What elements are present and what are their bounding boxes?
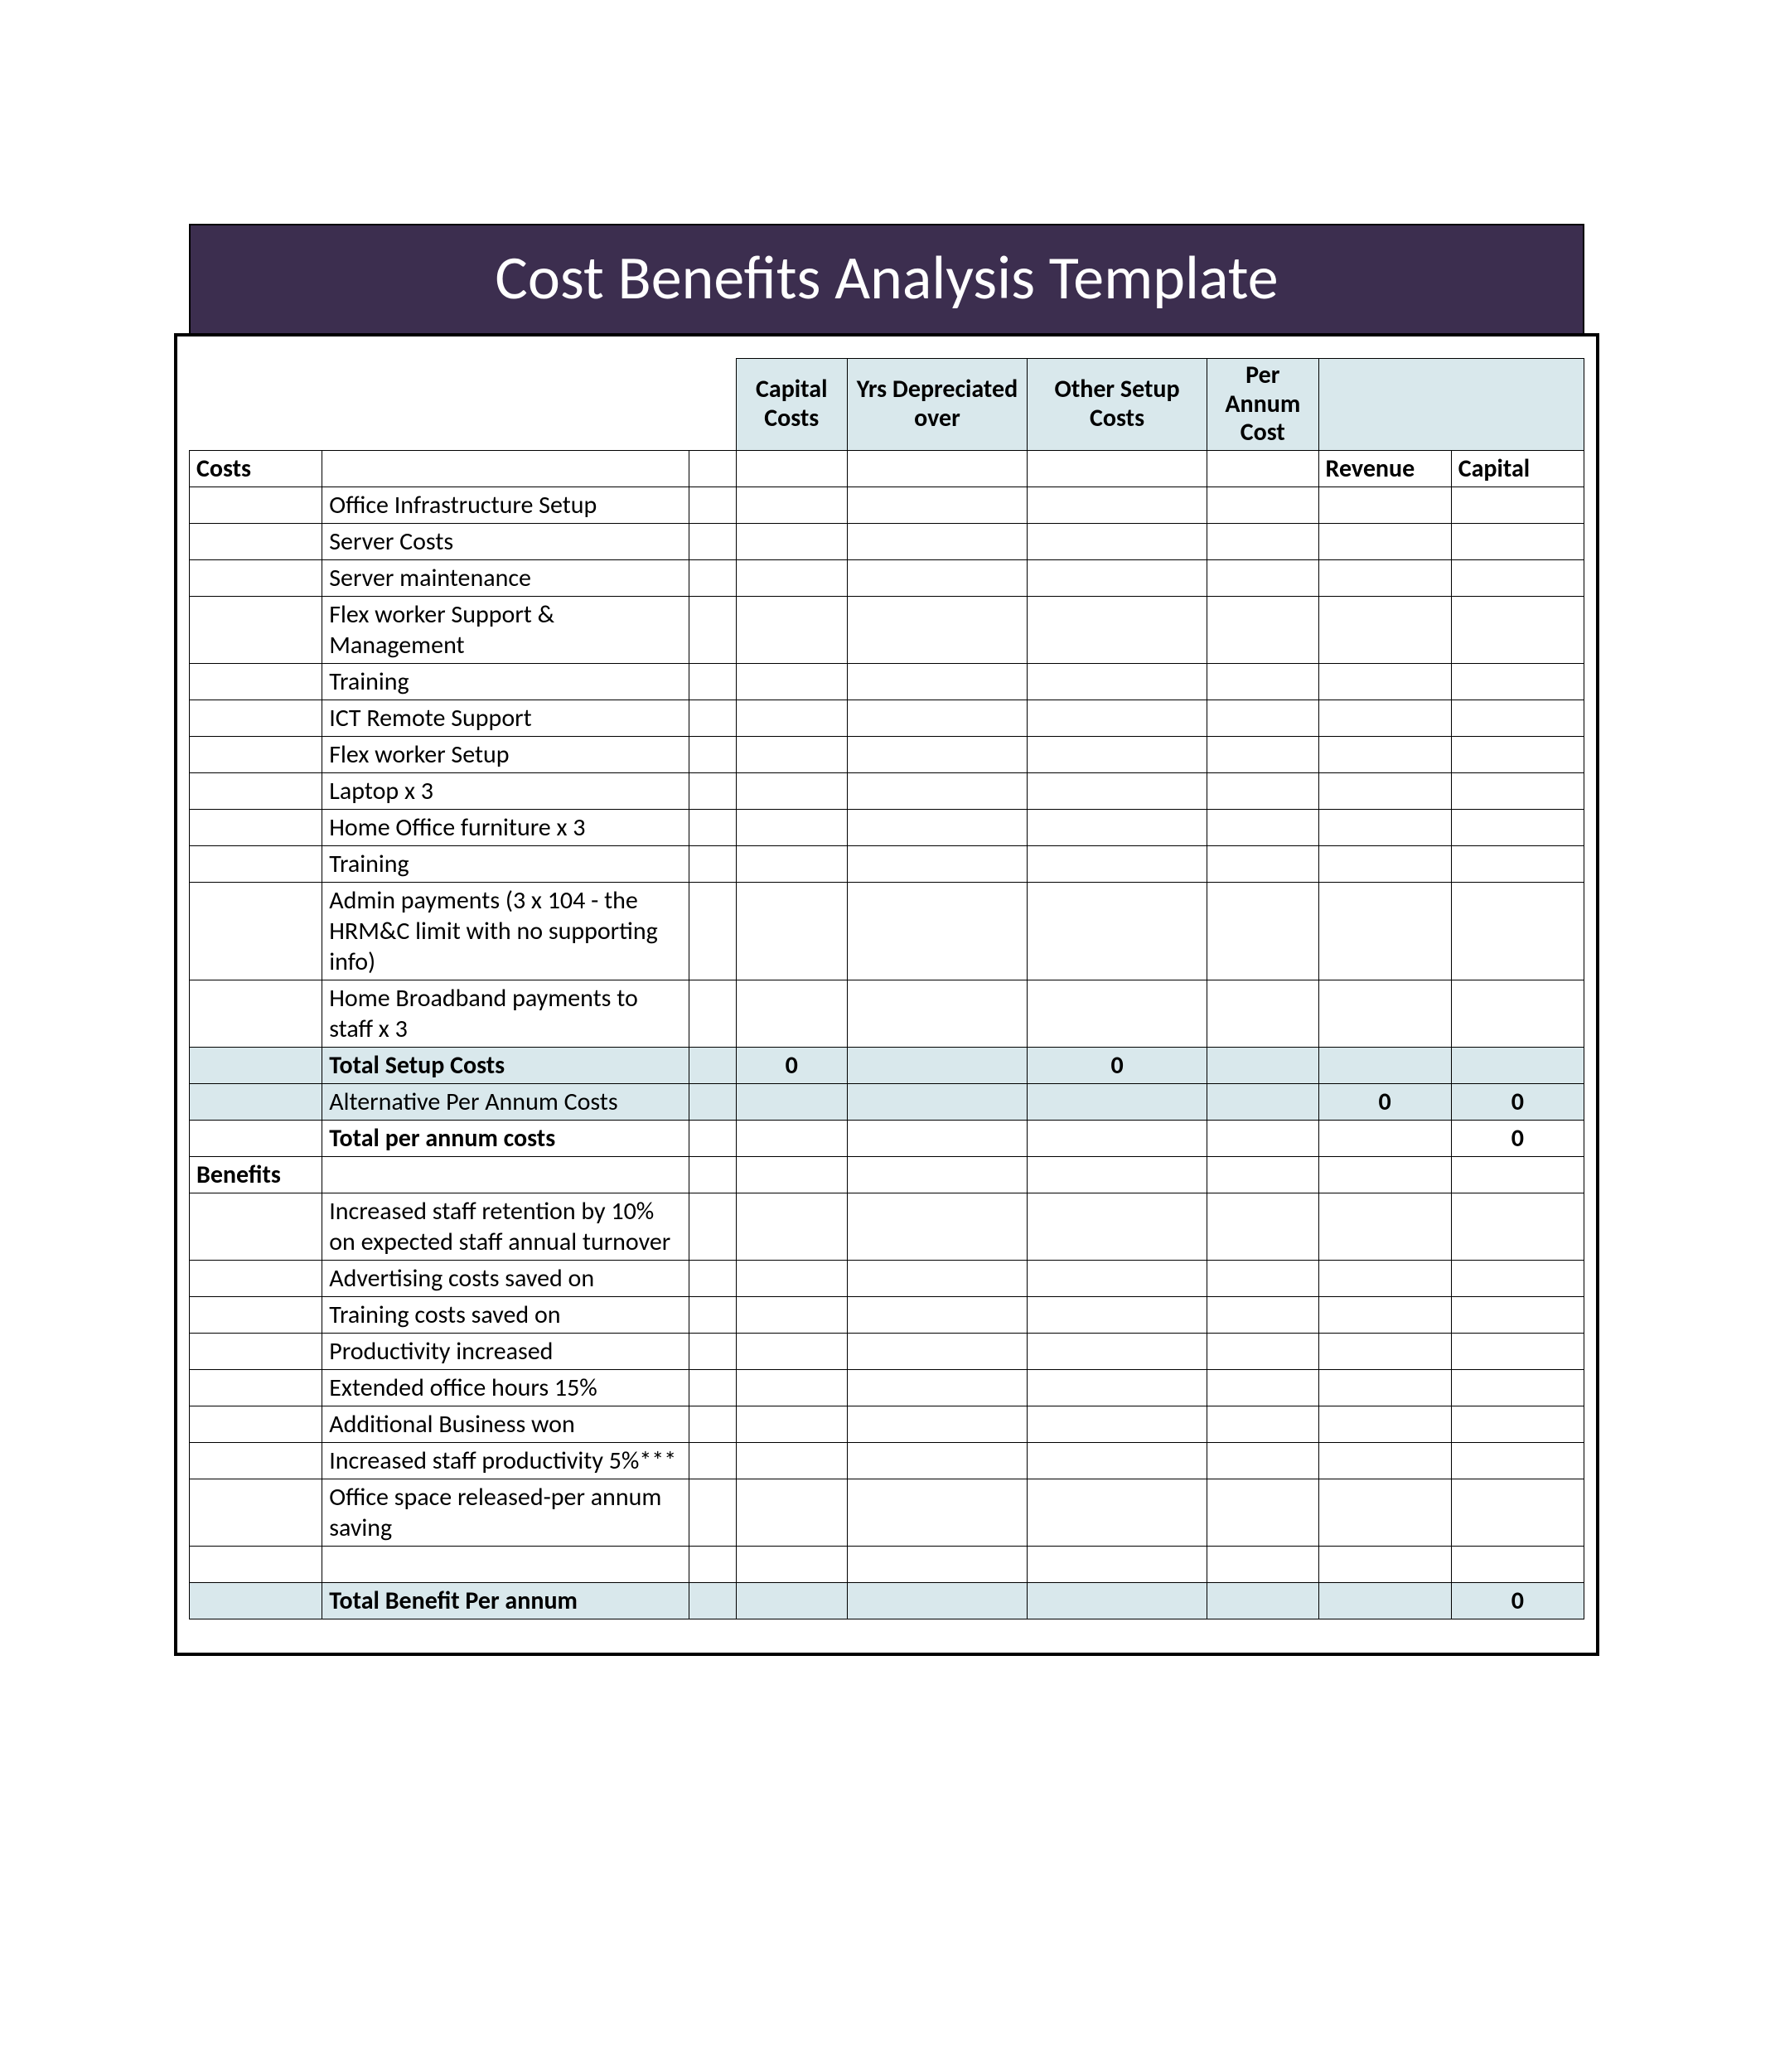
cost-desc: Training bbox=[322, 845, 689, 882]
cost-desc: Home Office furniture x 3 bbox=[322, 809, 689, 845]
benefit-desc: Additional Business won bbox=[322, 1406, 689, 1442]
cost-desc: Server maintenance bbox=[322, 559, 689, 596]
cost-desc: Flex worker Support & Management bbox=[322, 596, 689, 663]
col-capital-costs: Capital Costs bbox=[736, 359, 847, 451]
col-yrs-depreciated: Yrs Depreciated over bbox=[847, 359, 1027, 451]
table-row: Admin payments (3 x 104 - the HRM&C limi… bbox=[190, 882, 1584, 980]
benefit-desc: Extended office hours 15% bbox=[322, 1369, 689, 1406]
section-label-benefits: Benefits bbox=[190, 1156, 322, 1193]
total-per-annum-row: Total per annum costs 0 bbox=[190, 1120, 1584, 1156]
benefits-section-row: Benefits bbox=[190, 1156, 1584, 1193]
table-row: Increased staff productivity 5%*** bbox=[190, 1442, 1584, 1479]
alt-per-annum-row: Alternative Per Annum Costs 0 0 bbox=[190, 1083, 1584, 1120]
alt-per-annum-label: Alternative Per Annum Costs bbox=[322, 1083, 689, 1120]
total-setup-label: Total Setup Costs bbox=[322, 1047, 689, 1083]
table-frame: Capital Costs Yrs Depreciated over Other… bbox=[174, 333, 1599, 1656]
header-row: Capital Costs Yrs Depreciated over Other… bbox=[190, 359, 1584, 451]
cost-desc: Flex worker Setup bbox=[322, 736, 689, 772]
table-row: Additional Business won bbox=[190, 1406, 1584, 1442]
table-row: Advertising costs saved on bbox=[190, 1260, 1584, 1296]
total-setup-other: 0 bbox=[1028, 1047, 1207, 1083]
table-row: Server Costs bbox=[190, 523, 1584, 559]
cost-desc: Server Costs bbox=[322, 523, 689, 559]
cost-desc: Admin payments (3 x 104 - the HRM&C limi… bbox=[322, 882, 689, 980]
benefit-desc: Training costs saved on bbox=[322, 1296, 689, 1333]
table-row: Flex worker Support & Management bbox=[190, 596, 1584, 663]
col-revenue: Revenue bbox=[1318, 450, 1451, 487]
table-row: Laptop x 3 bbox=[190, 772, 1584, 809]
table-row: Server maintenance bbox=[190, 559, 1584, 596]
table-row: Extended office hours 15% bbox=[190, 1369, 1584, 1406]
total-setup-row: Total Setup Costs 0 0 bbox=[190, 1047, 1584, 1083]
cost-desc: Laptop x 3 bbox=[322, 772, 689, 809]
total-per-annum-label: Total per annum costs bbox=[322, 1120, 689, 1156]
cost-desc: Training bbox=[322, 663, 689, 700]
benefit-desc: Increased staff retention by 10% on expe… bbox=[322, 1193, 689, 1260]
costs-section-row: Costs Revenue Capital bbox=[190, 450, 1584, 487]
cost-desc: Office Infrastructure Setup bbox=[322, 487, 689, 523]
page-container: Cost Benefits Analysis Template Capital … bbox=[174, 224, 1599, 1656]
alt-per-annum-revenue: 0 bbox=[1318, 1083, 1451, 1120]
total-per-annum-capital: 0 bbox=[1451, 1120, 1584, 1156]
table-row: Flex worker Setup bbox=[190, 736, 1584, 772]
spacer-row bbox=[190, 1546, 1584, 1582]
total-setup-capital: 0 bbox=[736, 1047, 847, 1083]
table-row: Increased staff retention by 10% on expe… bbox=[190, 1193, 1584, 1260]
table-row: Home Office furniture x 3 bbox=[190, 809, 1584, 845]
col-per-annum: Per Annum Cost bbox=[1207, 359, 1318, 451]
total-benefit-capital: 0 bbox=[1451, 1582, 1584, 1619]
table-row: ICT Remote Support bbox=[190, 700, 1584, 736]
table-row: Training bbox=[190, 663, 1584, 700]
section-label-costs: Costs bbox=[190, 450, 322, 487]
table-row: Office space released-per annum saving bbox=[190, 1479, 1584, 1546]
table-row: Training bbox=[190, 845, 1584, 882]
benefit-desc: Productivity increased bbox=[322, 1333, 689, 1369]
page-title: Cost Benefits Analysis Template bbox=[189, 224, 1584, 335]
cost-desc: ICT Remote Support bbox=[322, 700, 689, 736]
table-row: Home Broadband payments to staff x 3 bbox=[190, 980, 1584, 1047]
table-row: Office Infrastructure Setup bbox=[190, 487, 1584, 523]
cost-desc: Home Broadband payments to staff x 3 bbox=[322, 980, 689, 1047]
table-row: Training costs saved on bbox=[190, 1296, 1584, 1333]
benefit-desc: Advertising costs saved on bbox=[322, 1260, 689, 1296]
benefit-desc: Increased staff productivity 5%*** bbox=[322, 1442, 689, 1479]
benefit-desc: Office space released-per annum saving bbox=[322, 1479, 689, 1546]
table-row: Productivity increased bbox=[190, 1333, 1584, 1369]
col-capital-b: Capital bbox=[1451, 450, 1584, 487]
cost-benefit-table: Capital Costs Yrs Depreciated over Other… bbox=[189, 358, 1584, 1619]
total-benefit-label: Total Benefit Per annum bbox=[322, 1582, 689, 1619]
col-other-setup: Other Setup Costs bbox=[1028, 359, 1207, 451]
alt-per-annum-capital: 0 bbox=[1451, 1083, 1584, 1120]
total-benefit-row: Total Benefit Per annum 0 bbox=[190, 1582, 1584, 1619]
